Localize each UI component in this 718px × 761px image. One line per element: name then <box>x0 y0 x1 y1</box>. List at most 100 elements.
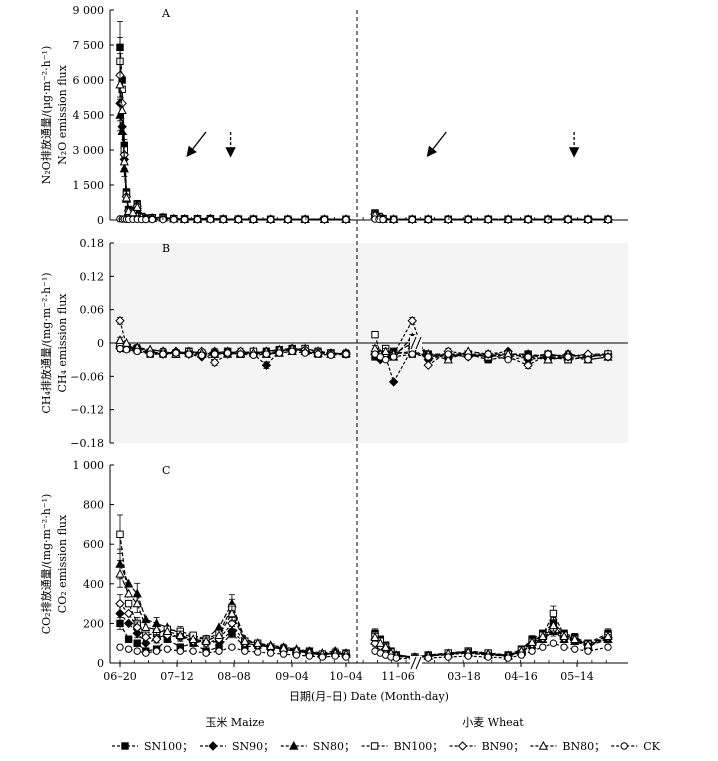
panel-b-series <box>115 316 613 387</box>
data-point-bn80 <box>175 630 185 639</box>
y-tick-label: 3 000 <box>73 144 105 157</box>
data-point-bn90 <box>227 618 237 629</box>
panel-a-frame <box>110 10 628 220</box>
data-point-bn80 <box>188 634 198 643</box>
data-point-ck <box>517 651 526 659</box>
data-point-ck <box>133 347 141 356</box>
data-point-bn100 <box>371 330 379 339</box>
x-tick-label: 03–18 <box>447 670 481 683</box>
legend-label-sn100: SN100； <box>144 740 193 753</box>
data-point-ck <box>327 351 335 359</box>
data-point-bn80 <box>121 192 132 202</box>
y-tick-label: 1 000 <box>73 459 105 472</box>
x-axis-title: 日期(月–日) Date (Month-day) <box>289 690 449 703</box>
data-point-ck <box>266 215 275 224</box>
data-point-ck <box>262 350 271 358</box>
panel-c-y-ticks: 0 200 400 600 800 1 000 <box>73 459 114 670</box>
data-point-ck <box>170 215 178 224</box>
data-point-ck <box>604 643 612 651</box>
data-point-ck <box>318 653 327 661</box>
legend-marker-sn90 <box>208 741 218 751</box>
y-tick-label: 0.18 <box>80 237 105 250</box>
legend: SN100； SN90； SN80； BN100； BN90； BN80； CK <box>112 740 661 753</box>
data-point-bn90 <box>407 316 417 326</box>
data-point-bn90 <box>423 360 433 370</box>
data-point-ck <box>584 215 592 224</box>
data-point-ck <box>381 355 390 364</box>
x-tick-label: 11–06 <box>381 670 415 683</box>
x-tick-label: 05–14 <box>560 670 594 683</box>
data-point-ck <box>234 215 243 224</box>
data-point-ck <box>288 347 296 356</box>
y-tick-label: 600 <box>83 538 104 551</box>
data-point-sn90 <box>141 638 151 648</box>
data-point-ck <box>152 647 161 655</box>
data-point-ck <box>215 647 223 655</box>
x-tick-label: 06–20 <box>103 670 137 683</box>
data-point-ck <box>408 350 416 358</box>
data-point-bn80 <box>132 598 142 608</box>
data-point-bn80 <box>162 626 172 636</box>
data-point-ck <box>544 215 552 224</box>
data-point-bn90 <box>132 622 142 633</box>
data-point-ck <box>206 215 215 224</box>
data-point-ck <box>301 215 309 224</box>
data-point-bn80 <box>375 638 385 647</box>
data-point-ck <box>122 345 131 354</box>
data-point-bn80 <box>443 354 453 364</box>
data-point-ck <box>604 215 612 224</box>
data-point-bn90 <box>141 632 151 642</box>
data-point-ck <box>275 349 283 357</box>
panel-a-letter: A <box>161 7 171 20</box>
data-point-bn100 <box>124 599 133 608</box>
data-point-ck <box>124 645 133 653</box>
panel-a: A 0 1 500 3 000 4 500 6 000 7 500 9 000 N₂O排放通… <box>39 4 628 227</box>
data-point-ck <box>464 353 472 361</box>
legend-label-bn80: BN80； <box>562 740 605 753</box>
data-point-ck <box>424 215 432 224</box>
data-point-ck <box>464 652 472 660</box>
data-point-ck <box>528 647 536 655</box>
panel-b-ylabel-en: CH₄ emission flux <box>56 293 69 393</box>
y-tick-label: 9 000 <box>73 4 105 17</box>
data-point-ck <box>176 647 184 655</box>
y-tick-label: −0.12 <box>70 404 104 417</box>
data-point-ck <box>292 651 301 659</box>
y-tick-label: 0 <box>97 657 104 670</box>
legend-label-sn80: SN80； <box>313 740 355 753</box>
data-point-bn100 <box>549 609 558 618</box>
data-point-bn80 <box>570 634 580 643</box>
data-point-bn80 <box>603 631 613 640</box>
y-tick-label: 0 <box>97 337 104 350</box>
data-point-ck <box>172 349 180 357</box>
data-point-ck <box>484 350 492 358</box>
legend-marker-sn80 <box>289 740 299 750</box>
data-point-bn80 <box>115 79 125 89</box>
season-label-wheat: 小麦 Wheat <box>462 716 524 729</box>
panel-c-ylabel-cn: CO₂排放通量/(mg·m⁻²·h⁻¹) <box>39 494 53 635</box>
data-point-ck <box>146 350 154 358</box>
data-point-bn80 <box>381 346 391 356</box>
data-point-ck <box>266 649 275 657</box>
data-point-sn90 <box>123 618 134 629</box>
data-point-bn80 <box>548 620 559 630</box>
y-tick-label: 0.06 <box>80 304 105 317</box>
data-point-bn80 <box>370 632 380 641</box>
data-point-ck <box>504 215 512 224</box>
panel-b-letter: B <box>162 242 170 255</box>
data-point-ck <box>504 355 512 364</box>
data-point-bn80 <box>123 588 134 598</box>
data-point-ck <box>249 351 258 359</box>
data-point-ck <box>198 351 206 359</box>
panel-a-y-ticks: 0 1 500 3 000 4 500 6 000 7 500 9 000 <box>73 4 114 227</box>
x-tick-label: 07–12 <box>160 670 194 683</box>
fertilization-arrow <box>426 131 447 158</box>
panel-c: C 0 200 400 600 800 1 000 06–20 07–12 08–08 09–0… <box>39 217 628 683</box>
fertilization-arrow <box>186 131 207 158</box>
data-point-bn80 <box>543 354 553 364</box>
data-point-ck <box>464 215 472 224</box>
data-point-ck <box>392 654 401 662</box>
legend-marker-bn80 <box>538 740 549 750</box>
data-point-ck <box>148 215 156 224</box>
